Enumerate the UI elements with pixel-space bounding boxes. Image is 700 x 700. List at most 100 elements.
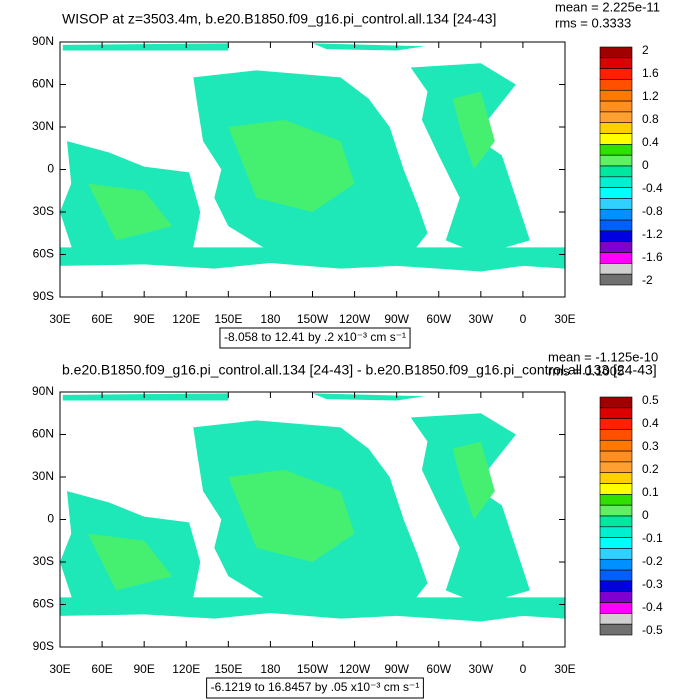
info-box [206, 677, 424, 699]
colorbar-label: -0.3 [642, 577, 663, 591]
lon-label: 30E [554, 312, 575, 326]
map [60, 43, 565, 272]
colorbar-box [599, 613, 633, 625]
colorbar-box [599, 241, 633, 253]
lon-label: 60W [426, 662, 451, 676]
colorbar-label: -1.6 [642, 250, 663, 264]
info-label: -6.1219 to 16.8457 by .05 x10⁻³ cm s⁻¹ [211, 680, 420, 694]
panel: WISOP at z=3503.4m, b.e20.B1850.f09_g16.… [32, 0, 663, 349]
lon-label: 120W [339, 662, 371, 676]
colorbar-box [599, 439, 633, 452]
lon-label: 30W [468, 312, 493, 326]
colorbar-box [599, 230, 633, 243]
lon-label: 180 [260, 662, 280, 676]
colorbar-box [599, 558, 633, 571]
colorbar-label: -0.8 [642, 204, 663, 218]
mean-label: mean = 2.225e-11 [555, 0, 660, 14]
lat-label: 90S [33, 289, 54, 303]
colorbar-box [599, 219, 633, 232]
lat-label: 30S [33, 204, 54, 218]
lon-label: 90W [384, 312, 409, 326]
colorbar-box [599, 144, 633, 156]
info-label: -8.058 to 12.41 by .2 x10⁻³ cm s⁻¹ [224, 330, 406, 344]
lon-label: 30W [468, 662, 493, 676]
colorbar-box [599, 580, 633, 593]
colorbar-box [599, 548, 633, 560]
lat-label: 60S [33, 597, 54, 611]
colorbar-box [599, 418, 633, 430]
lon-label: 60E [91, 662, 112, 676]
lon-label: 60W [426, 312, 451, 326]
colorbar-label: 0.3 [642, 439, 659, 453]
rms-label: rms = 0.3333 [555, 15, 631, 30]
colorbar-box [599, 79, 633, 91]
lat-label: 30N [32, 119, 54, 133]
colorbar-label: -0.4 [642, 600, 663, 614]
ocean-field [60, 393, 565, 622]
lon-label: 90E [133, 662, 154, 676]
lon-label: 90E [133, 312, 154, 326]
colorbar-label: -1.2 [642, 227, 663, 241]
lat-label: 60N [32, 77, 54, 91]
colorbar-label: 2 [642, 43, 649, 57]
colorbar-box [599, 68, 633, 80]
ocean-field [60, 43, 565, 272]
lon-label: 60E [91, 312, 112, 326]
colorbar-box [599, 429, 633, 441]
lon-label: 150E [214, 312, 242, 326]
colorbar-label: -0.4 [642, 181, 663, 195]
colorbar-box [599, 100, 633, 113]
colorbar-box [599, 515, 633, 528]
colorbar-box [599, 46, 633, 59]
colorbar-label: -2 [642, 273, 653, 287]
colorbar-label: 0.4 [642, 416, 659, 430]
panel-title: b.e20.B1850.f09_g16.pi_control.all.134 [… [62, 362, 657, 378]
colorbar-box [599, 494, 633, 506]
lon-label: 150W [297, 662, 329, 676]
lat-label: 90S [33, 639, 54, 653]
colorbar-box [599, 208, 633, 221]
panel: b.e20.B1850.f09_g16.pi_control.all.134 [… [32, 349, 663, 699]
colorbar-box [599, 89, 633, 102]
colorbar-label: 0 [642, 508, 649, 522]
colorbar-label: -0.2 [642, 554, 663, 568]
colorbar-label: 0.1 [642, 485, 659, 499]
lat-label: 30N [32, 469, 54, 483]
colorbar-box [599, 187, 633, 199]
lon-label: 30E [554, 662, 575, 676]
mean-label: mean = -1.125e-10 [548, 349, 658, 364]
colorbar-box [599, 198, 633, 210]
colorbar-box [599, 526, 633, 538]
colorbar-box [599, 133, 633, 145]
rms-label: rms = 0.1005 [548, 363, 624, 378]
colorbar-label: 0.8 [642, 112, 659, 126]
lon-label: 30E [49, 312, 70, 326]
lon-label: 90W [384, 662, 409, 676]
colorbar-label: 0 [642, 158, 649, 172]
info-box [219, 327, 411, 349]
colorbar-label: 1.6 [642, 66, 659, 80]
colorbar-box [599, 111, 633, 124]
colorbar-box [599, 569, 633, 582]
colorbar-box [599, 154, 633, 167]
colorbar-box [599, 450, 633, 463]
lat-label: 30S [33, 554, 54, 568]
colorbar-box [599, 461, 633, 474]
colorbar-box [599, 472, 633, 484]
lon-label: 30E [49, 662, 70, 676]
colorbar-box [599, 537, 633, 549]
colorbar-box [599, 165, 633, 178]
lat-label: 90N [32, 384, 54, 398]
colorbar-box [599, 504, 633, 517]
colorbar-box [599, 396, 633, 409]
map [60, 393, 565, 622]
lon-label: 0 [520, 312, 527, 326]
colorbar-box [599, 263, 633, 275]
colorbar-label: 0.5 [642, 393, 659, 407]
lon-label: 150E [214, 662, 242, 676]
lat-label: 60S [33, 247, 54, 261]
colorbar-box [599, 591, 633, 603]
colorbar-label: 1.2 [642, 89, 659, 103]
colorbar-label: 0.2 [642, 462, 659, 476]
